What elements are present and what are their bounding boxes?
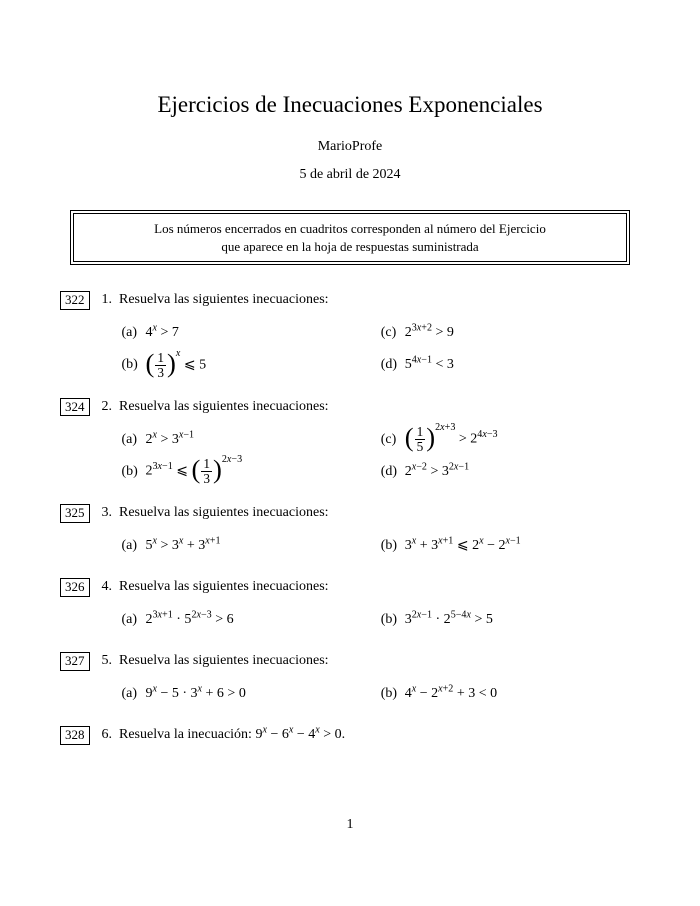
problem-item: (a)2x > 3x−1 — [122, 424, 381, 456]
problem-item: (d)54x−1 < 3 — [381, 350, 640, 382]
problem-item: (a)5x > 3x + 3x+1 — [122, 530, 381, 562]
problem-item: (c)(15)2x+3 > 24x−3 — [381, 424, 640, 456]
problem-body: 6. Resuelva la inecuación: 9x − 6x − 4x … — [102, 726, 641, 752]
notice-text: Los números encerrados en cuadritos corr… — [73, 213, 627, 262]
problem-item: (b)(13)x ⩽ 5 — [122, 350, 381, 382]
problem-item: (a)9x − 5 · 3x + 6 > 0 — [122, 678, 381, 710]
problem-items: (a)4x > 7(c)23x+2 > 9(b)(13)x ⩽ 5(d)54x−… — [102, 318, 641, 382]
author: MarioProfe — [60, 138, 640, 156]
problems-list: 322 1. Resuelva las siguientes inecuacion… — [60, 291, 640, 752]
problem-body: 4. Resuelva las siguientes inecuaciones:… — [102, 578, 641, 636]
problem-item: (b)4x − 2x+2 + 3 < 0 — [381, 678, 640, 710]
problem-body: 3. Resuelva las siguientes inecuaciones:… — [102, 504, 641, 562]
date: 5 de abril de 2024 — [60, 166, 640, 184]
problem-statement: 5. Resuelva las siguientes inecuaciones: — [102, 652, 641, 670]
problem-body: 5. Resuelva las siguientes inecuaciones:… — [102, 652, 641, 710]
problem-statement: 2. Resuelva las siguientes inecuaciones: — [102, 398, 641, 416]
notice-box: Los números encerrados en cuadritos corr… — [70, 210, 630, 265]
problem-box-number: 322 — [60, 291, 90, 310]
problem-items: (a)2x > 3x−1(c)(15)2x+3 > 24x−3(b)23x−1 … — [102, 424, 641, 488]
problem-body: 2. Resuelva las siguientes inecuaciones:… — [102, 398, 641, 488]
problem-box-number: 326 — [60, 578, 90, 597]
problem-statement: 3. Resuelva las siguientes inecuaciones: — [102, 504, 641, 522]
problem-items: (a)23x+1 · 52x−3 > 6(b)32x−1 · 25−4x > 5 — [102, 604, 641, 636]
problem-statement: 6. Resuelva la inecuación: 9x − 6x − 4x … — [102, 726, 641, 744]
problem-item: (d)2x−2 > 32x−1 — [381, 456, 640, 488]
problem-item: (a)23x+1 · 52x−3 > 6 — [122, 604, 381, 636]
problem-statement: 4. Resuelva las siguientes inecuaciones: — [102, 578, 641, 596]
notice-line-2: que aparece en la hoja de respuestas sum… — [221, 239, 478, 254]
problem-box-number: 324 — [60, 398, 90, 417]
page-title: Ejercicios de Inecuaciones Exponenciales — [60, 90, 640, 120]
problem: 325 3. Resuelva las siguientes inecuacion… — [60, 504, 640, 562]
problem: 327 5. Resuelva las siguientes inecuacion… — [60, 652, 640, 710]
problem-box-number: 328 — [60, 726, 90, 745]
problem-items: (a)5x > 3x + 3x+1(b)3x + 3x+1 ⩽ 2x − 2x−… — [102, 530, 641, 562]
problem-box-number: 327 — [60, 652, 90, 671]
problem-box-number: 325 — [60, 504, 90, 523]
page-number: 1 — [60, 816, 640, 834]
problem: 328 6. Resuelva la inecuación: 9x − 6x − … — [60, 726, 640, 752]
problem-item: (a)4x > 7 — [122, 318, 381, 350]
problem-item: (b)3x + 3x+1 ⩽ 2x − 2x−1 — [381, 530, 640, 562]
problem-body: 1. Resuelva las siguientes inecuaciones:… — [102, 291, 641, 381]
problem: 326 4. Resuelva las siguientes inecuacion… — [60, 578, 640, 636]
problem: 322 1. Resuelva las siguientes inecuacion… — [60, 291, 640, 381]
problem-statement: 1. Resuelva las siguientes inecuaciones: — [102, 291, 641, 309]
problem-item: (b)32x−1 · 25−4x > 5 — [381, 604, 640, 636]
notice-line-1: Los números encerrados en cuadritos corr… — [154, 221, 546, 236]
problem-item: (c)23x+2 > 9 — [381, 318, 640, 350]
problem-items: (a)9x − 5 · 3x + 6 > 0(b)4x − 2x+2 + 3 <… — [102, 678, 641, 710]
problem-item: (b)23x−1 ⩽ (13)2x−3 — [122, 456, 381, 488]
problem: 324 2. Resuelva las siguientes inecuacion… — [60, 398, 640, 488]
